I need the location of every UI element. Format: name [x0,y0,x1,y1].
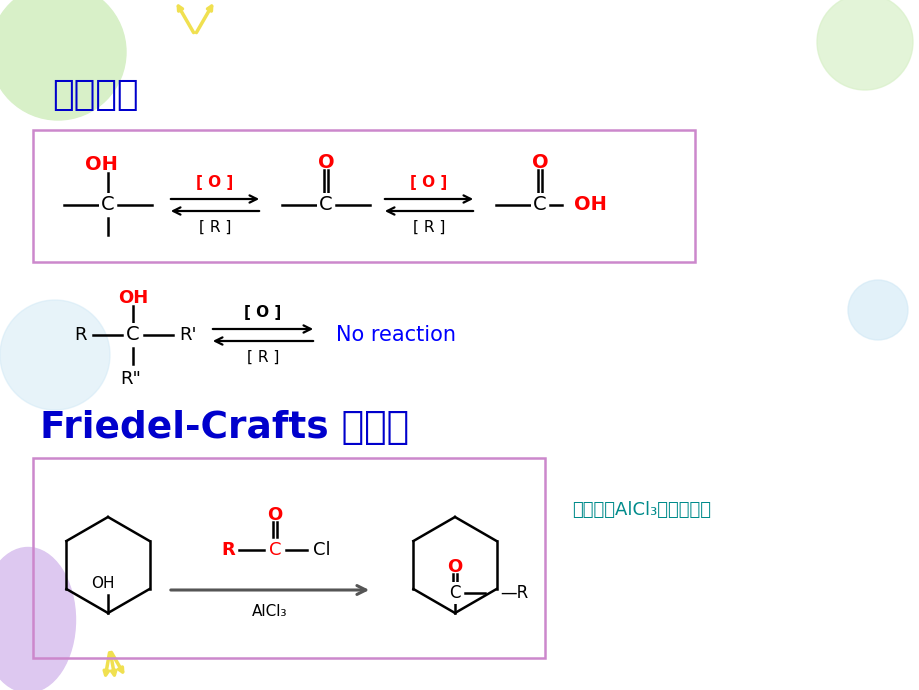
Text: C: C [268,541,281,559]
Text: C: C [319,195,333,215]
Circle shape [0,0,126,120]
Text: [ O ]: [ O ] [244,306,281,320]
Text: [ R ]: [ R ] [199,219,231,235]
Text: O: O [317,153,334,172]
Text: O: O [531,153,548,172]
Text: [ O ]: [ O ] [196,175,233,190]
Text: OH: OH [91,575,115,591]
Text: O: O [267,506,282,524]
Text: AlCl₃: AlCl₃ [252,604,288,620]
Text: [ O ]: [ O ] [410,175,448,190]
Text: O: O [447,558,462,576]
Text: C: C [101,195,115,215]
Circle shape [0,300,110,410]
Text: R": R" [120,370,142,388]
Text: OH: OH [573,195,606,215]
Text: [ R ]: [ R ] [413,219,445,235]
Text: Friedel-Crafts 酰基化: Friedel-Crafts 酰基化 [40,410,409,446]
Text: Cl: Cl [312,541,331,559]
Text: R': R' [179,326,197,344]
Text: C: C [533,195,546,215]
Text: C: C [126,326,140,344]
Text: C: C [448,584,460,602]
Text: —R: —R [499,584,528,602]
Text: 思考：无AlCl₃生成什么？: 思考：无AlCl₃生成什么？ [572,501,710,519]
Text: OH: OH [118,289,148,307]
Text: 醇的氧化: 醇的氧化 [52,78,139,112]
Circle shape [816,0,912,90]
Circle shape [847,280,907,340]
Bar [33,130,694,262]
Text: OH: OH [85,155,118,175]
Ellipse shape [0,547,75,690]
Text: R: R [74,326,87,344]
Text: No reaction: No reaction [335,325,456,345]
Text: R: R [221,541,234,559]
Bar [33,458,544,658]
Text: [ R ]: [ R ] [246,350,278,364]
